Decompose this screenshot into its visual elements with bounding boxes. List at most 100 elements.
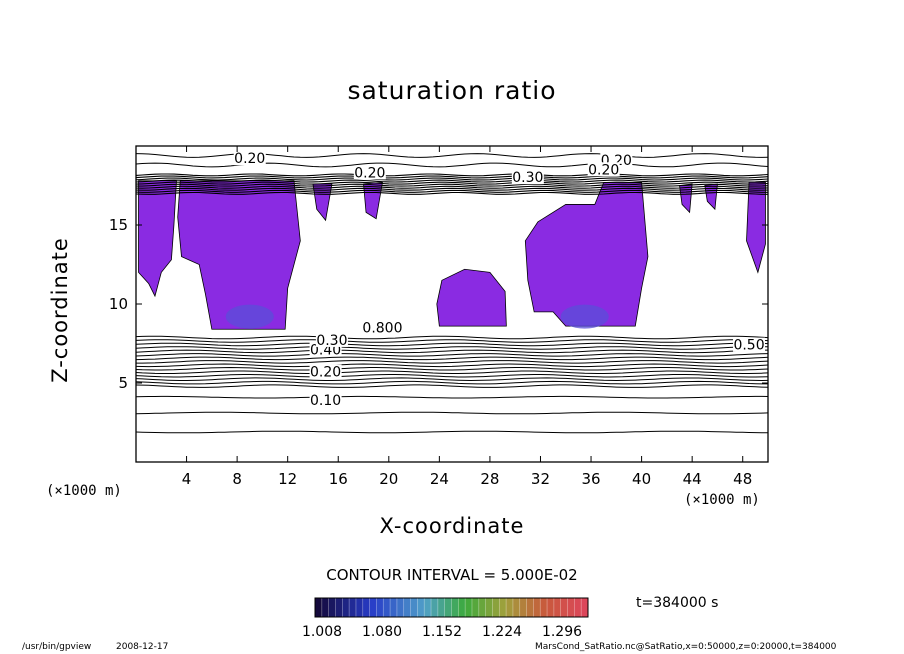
contour-line [135, 162, 769, 168]
contour-label: 0.20 [234, 151, 265, 167]
colorbar-swatch [328, 598, 336, 617]
supersaturation-region [177, 180, 301, 330]
y-tick-label: 15 [109, 216, 128, 234]
contour-line [135, 374, 769, 378]
colorbar-swatch [417, 598, 425, 617]
contour-label: 0.30 [512, 170, 543, 186]
x-unit-right: (×1000 m) [684, 492, 760, 508]
colorbar-swatch [403, 598, 412, 617]
colorbar-tick-label: 1.224 [482, 624, 522, 640]
supersaturation-region [312, 183, 333, 222]
x-tick-label: 20 [379, 470, 398, 488]
contour-line [135, 380, 768, 385]
contour-label-bg [366, 320, 399, 335]
colorbar-swatch [506, 598, 514, 617]
high-saturation-core [225, 304, 274, 329]
x-tick-label: 16 [329, 470, 348, 488]
contour-line [135, 189, 768, 193]
contour-line [135, 339, 769, 343]
chart-title: saturation ratio [347, 76, 557, 105]
supersaturation-region [746, 181, 766, 274]
colorbar-swatch [540, 598, 548, 617]
colorbar-swatch [485, 598, 493, 617]
y-tick-label: 10 [109, 295, 128, 313]
contour-line [135, 353, 769, 357]
contour-line [135, 363, 769, 368]
contour-line [136, 183, 769, 187]
contour-line [135, 430, 768, 434]
colorbar-swatch [553, 598, 562, 617]
x-tick-label: 40 [632, 470, 651, 488]
colorbar-swatch [533, 598, 541, 617]
y-axis-label: Z-coordinate [48, 237, 72, 383]
x-tick-label: 32 [531, 470, 550, 488]
contour-line [135, 173, 769, 177]
contour-label-bg [309, 392, 342, 407]
footer-source: MarsCond_SatRatio.nc@SatRatio,x=0:50000,… [535, 642, 837, 652]
footer-program: /usr/bin/gpview [22, 642, 92, 652]
contour-labels: 0.200.200.200.30 0.200.400.300.200.100.50… [233, 151, 766, 409]
contour-line [135, 191, 768, 195]
x-tick-label: 12 [278, 470, 297, 488]
colorbar-swatch [499, 598, 507, 617]
x-tick-label: 36 [581, 470, 600, 488]
colorbar-swatch [451, 598, 459, 617]
contour-label-bg [353, 165, 386, 180]
colorbar-swatch [390, 598, 398, 617]
colorbar-swatch [581, 598, 589, 617]
colorbar-swatch [492, 598, 500, 617]
supersaturation-region [138, 180, 177, 298]
contour-line [136, 360, 769, 364]
colorbar-swatch [342, 598, 350, 617]
colorbar-swatch [349, 598, 357, 617]
supersaturation-region [436, 268, 507, 327]
supersaturation-region [524, 181, 649, 327]
contour-line [135, 185, 769, 189]
colorbar-swatch [315, 598, 323, 617]
colorbar-swatch [369, 598, 377, 617]
contour-label: 0.800 [362, 320, 402, 336]
contour-line [135, 395, 769, 399]
x-tick-label: 4 [182, 470, 192, 488]
colorbar-tick-label: 1.152 [422, 624, 462, 640]
x-tick-label: 8 [232, 470, 242, 488]
contour-label-bg [733, 337, 766, 352]
colorbar-swatch [547, 598, 555, 617]
contour-line [135, 335, 769, 340]
supersaturation-region [679, 183, 693, 214]
colorbar-frame [314, 597, 589, 618]
supersaturated-regions [138, 180, 766, 330]
x-tick-label: 44 [683, 470, 702, 488]
colorbar-swatch [355, 598, 364, 617]
colorbar-swatch [560, 598, 569, 617]
colorbar-swatch [424, 598, 432, 617]
x-tick-label: 28 [480, 470, 499, 488]
contour-interval: CONTOUR INTERVAL = 5.000E-02 [326, 566, 578, 584]
colorbar-swatch [526, 598, 534, 617]
contour-line [135, 342, 769, 347]
contour-label-bg [233, 151, 266, 166]
colorbar-swatch [321, 598, 330, 617]
contour-line [135, 187, 769, 191]
contour-line [135, 175, 769, 179]
contour-label: 0.20 [588, 162, 619, 178]
colorbar-swatch [410, 598, 418, 617]
contour-line [135, 177, 769, 181]
colorbar-swatch [465, 598, 473, 617]
contour-label-bg [587, 162, 620, 177]
x-tick-label: 48 [733, 470, 752, 488]
supersaturation-region [704, 183, 718, 211]
colorbar: 1.008 1.080 1.152 1.224 1.296 [302, 597, 589, 640]
contour-label-bg [315, 332, 348, 347]
colorbar-swatch [519, 598, 528, 617]
colorbar-swatch [574, 598, 582, 617]
x-unit-left: (×1000 m) [46, 483, 122, 499]
contour-line [135, 179, 769, 183]
contour-line [135, 411, 769, 415]
contour-line [135, 349, 768, 354]
contour-line [135, 366, 769, 371]
y-axis-ticks: 5 10 15 [109, 216, 768, 392]
colorbar-swatch [396, 598, 405, 617]
colorbar-swatch [471, 598, 480, 617]
colorbar-swatch [431, 598, 439, 617]
